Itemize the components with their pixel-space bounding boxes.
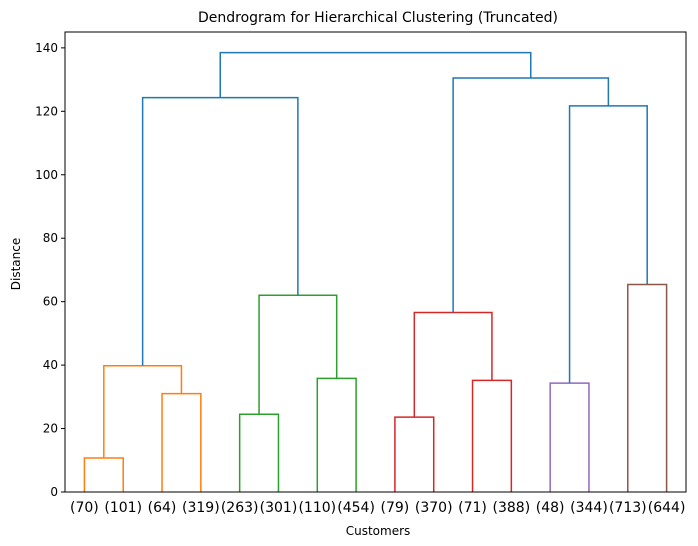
leaf-label: (388) (493, 500, 531, 516)
dendrogram-link-L10 (549, 382, 590, 492)
leaf-label: (301) (260, 500, 298, 516)
y-tick-label-0: 0 (50, 485, 58, 499)
dendrogram-link-L4 (316, 377, 357, 492)
leaf-labels: (70) (101) (64) (319) (263) (301) (110) (454) (7… (70, 500, 685, 516)
dendrogram-links (83, 51, 668, 492)
leaf-label: (263) (221, 500, 259, 516)
leaf-label: (454) (337, 500, 375, 516)
dendrogram-link-L5 (258, 294, 338, 415)
leaf-label: (71) (458, 500, 487, 516)
dendrogram-link-L13 (452, 77, 610, 313)
dendrogram-link-L14 (219, 51, 532, 98)
plot-frame (64, 31, 687, 493)
leaf-label: (713) (609, 500, 647, 516)
dendrogram-link-L8 (471, 379, 513, 492)
dendrogram-link-L3 (238, 413, 280, 492)
y-tick-label-40: 40 (43, 358, 58, 372)
leaf-label: (370) (415, 500, 453, 516)
dendrogram-link-L7 (394, 416, 435, 492)
y-tick-label-100: 100 (35, 168, 58, 182)
leaf-label: (79) (381, 500, 410, 516)
y-tick-label-80: 80 (43, 231, 58, 245)
leaf-label: (70) (70, 500, 99, 516)
dendrogram-link-L11 (627, 283, 668, 492)
dendrogram-link-L1 (161, 392, 202, 492)
leaf-label: (344) (570, 500, 608, 516)
leaf-label: (101) (104, 500, 142, 516)
leaf-label: (644) (648, 500, 686, 516)
leaf-label: (319) (182, 500, 220, 516)
y-tick-label-20: 20 (43, 422, 58, 436)
leaf-label: (110) (298, 500, 336, 516)
y-tick-label-120: 120 (35, 104, 58, 118)
y-axis-ticks: 0 20 40 60 80 100 120 140 (35, 41, 65, 499)
x-axis-label: Customers (346, 524, 411, 538)
leaf-label: (48) (536, 500, 565, 516)
leaf-label: (64) (148, 500, 177, 516)
y-tick-label-60: 60 (43, 295, 58, 309)
dendrogram-link-L12 (568, 105, 648, 384)
chart-title: Dendrogram for Hierarchical Clustering (… (198, 10, 558, 26)
dendrogram-link-L0 (83, 457, 124, 492)
dendrogram-link-L6 (141, 96, 299, 366)
y-axis-label: Distance (9, 238, 23, 290)
dendrogram-link-L9 (413, 311, 493, 418)
y-tick-label-140: 140 (35, 41, 58, 55)
dendrogram-link-L2 (103, 364, 183, 459)
